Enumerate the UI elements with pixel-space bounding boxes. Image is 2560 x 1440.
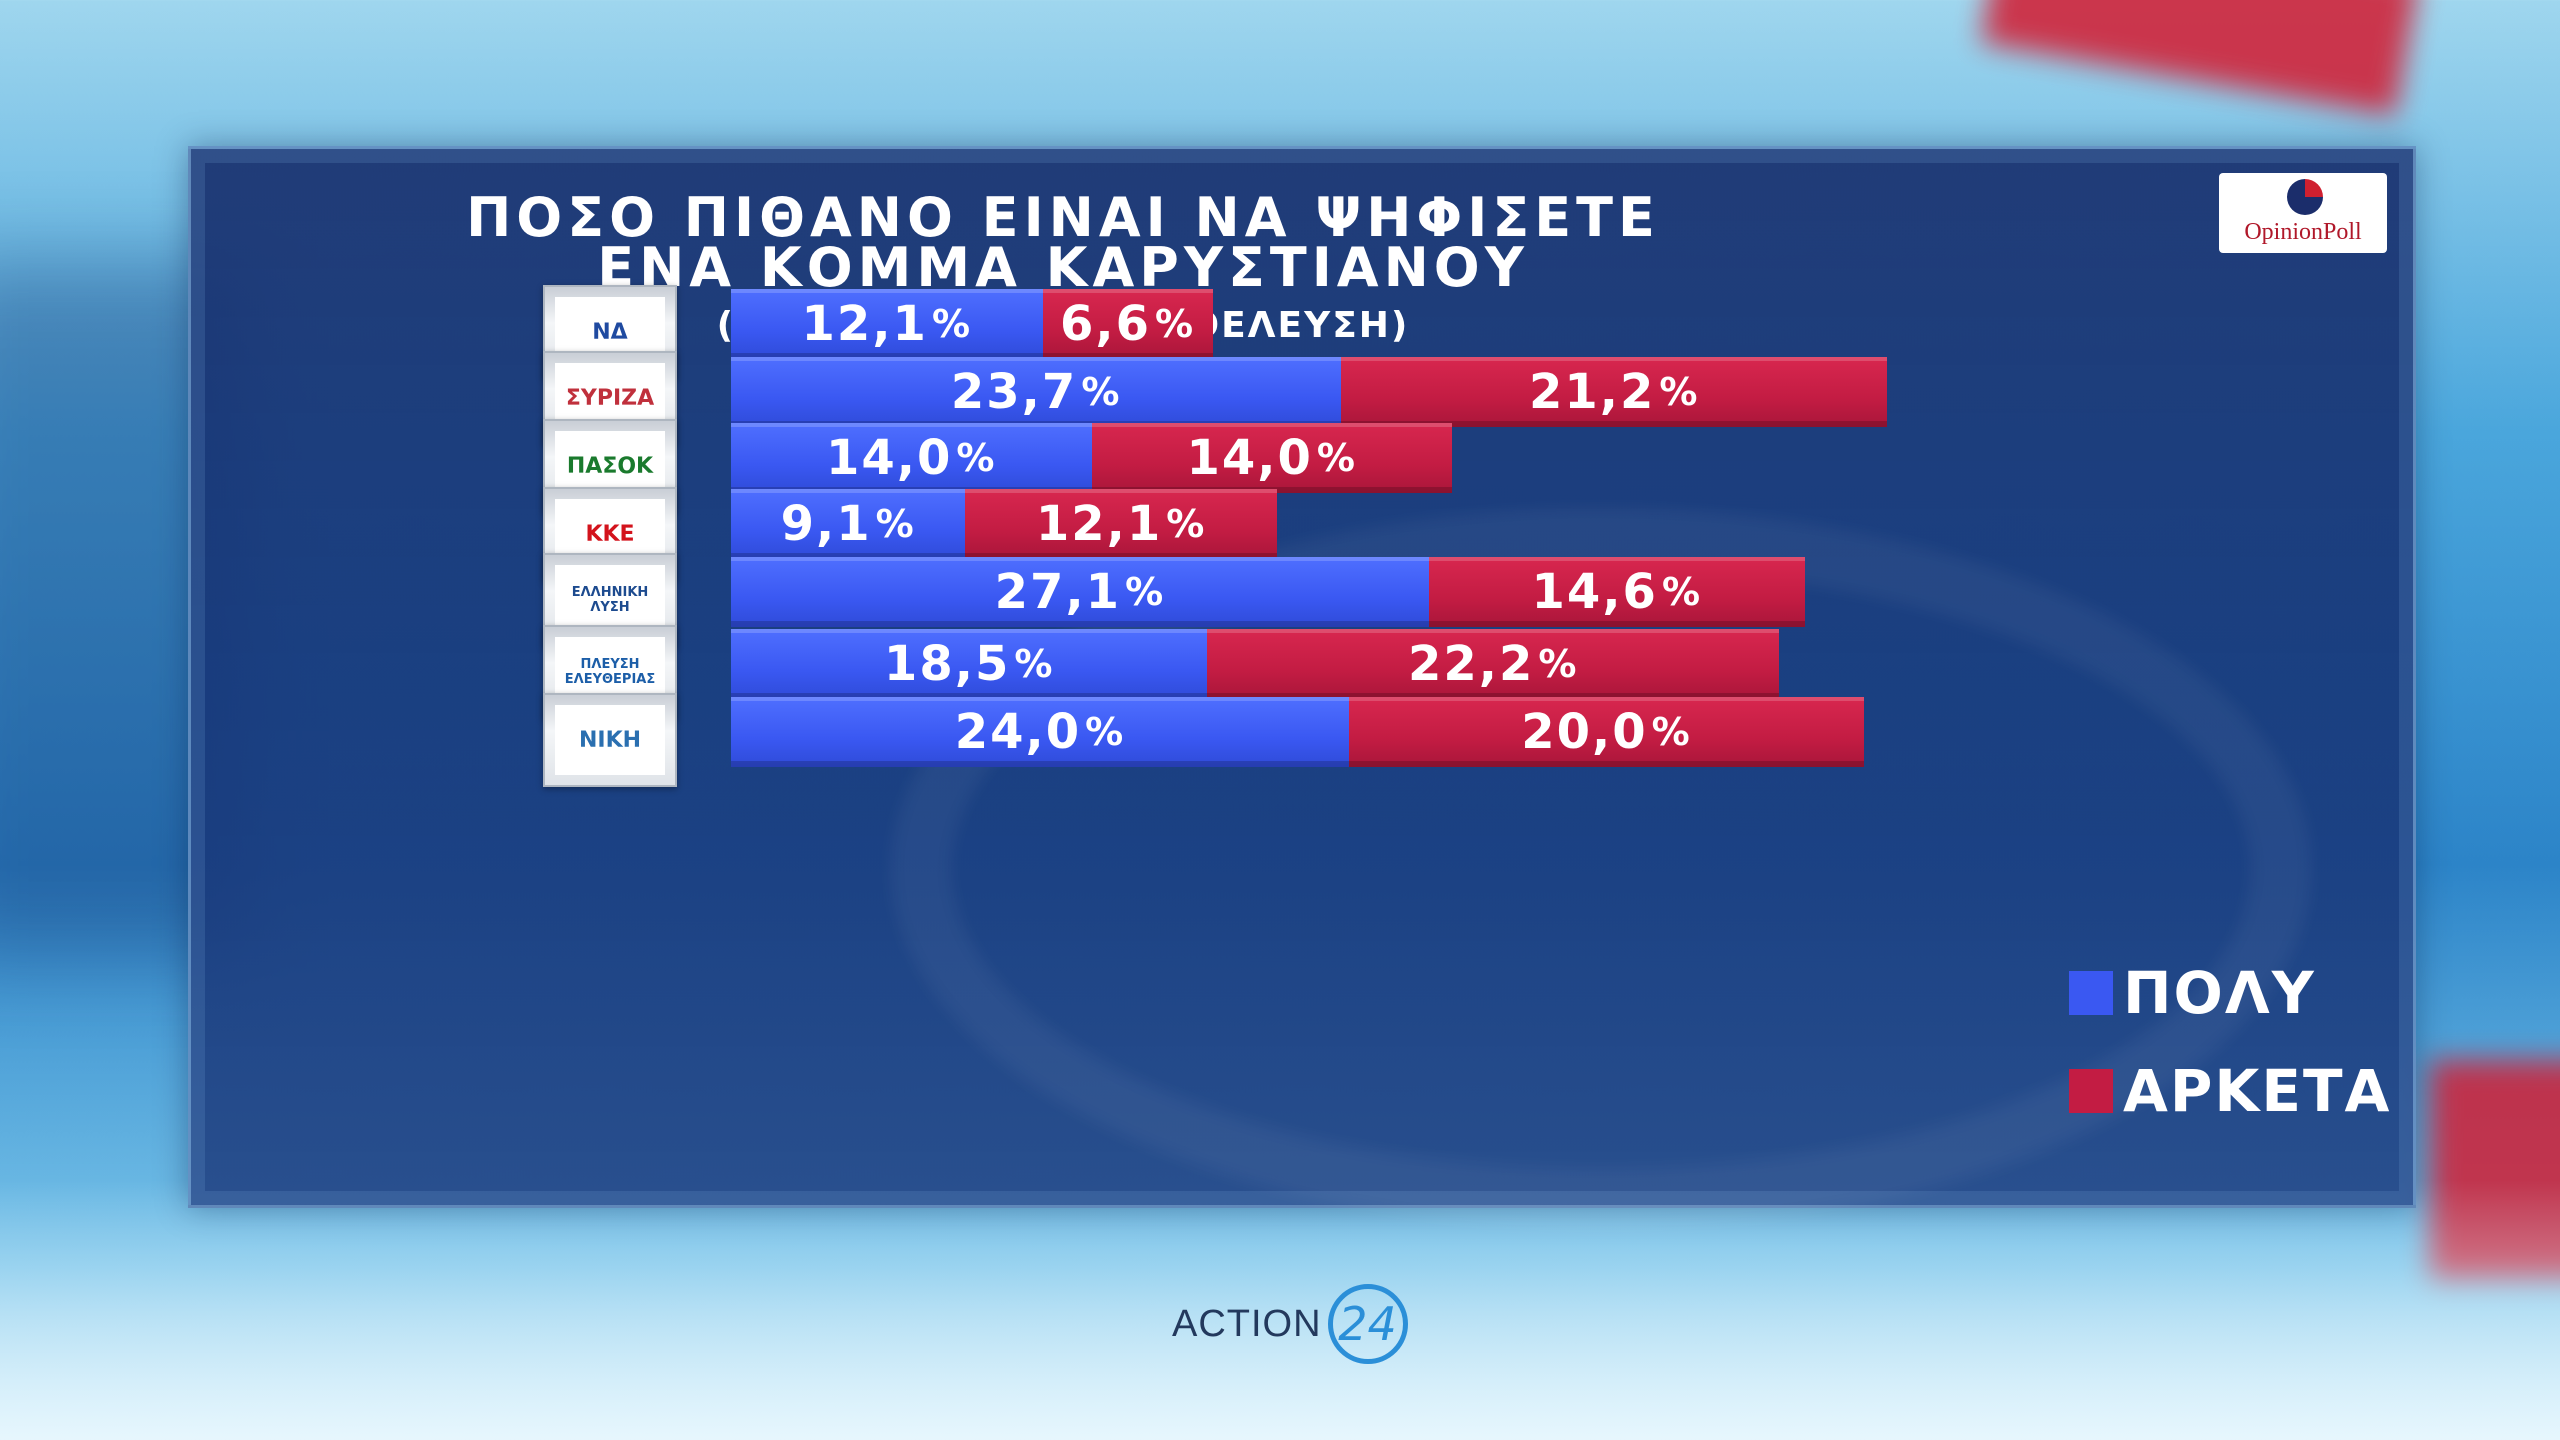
percent-sign: % <box>1659 370 1700 414</box>
bar-arketa: 14,0% <box>1091 423 1452 493</box>
data-label-poly: 23,7 <box>950 364 1078 420</box>
bar-poly: 14,0% <box>731 423 1092 493</box>
bar-arketa: 14,6% <box>1428 557 1805 627</box>
legend-label-arketa: ΑΡΚΕΤΑ <box>2123 1057 2392 1125</box>
background-red-shape <box>2430 1060 2560 1280</box>
bar-arketa: 6,6% <box>1042 289 1213 359</box>
data-label-arketa: 14,0 <box>1186 430 1313 486</box>
legend-item-arketa: ΑΡΚΕΤΑ <box>2069 1057 2391 1125</box>
party-logo-text: ΣΥΡΙΖΑ <box>565 385 655 411</box>
percent-sign: % <box>875 502 916 546</box>
data-label-poly: 27,1 <box>994 564 1122 620</box>
pollster-logo: OpinionPoll <box>2219 173 2387 253</box>
pollster-name: OpinionPoll <box>2244 219 2362 245</box>
percent-sign: % <box>931 302 973 346</box>
data-label-arketa: 21,2 <box>1528 364 1656 420</box>
data-label-poly: 9,1 <box>780 496 872 552</box>
percent-sign: % <box>1014 642 1055 686</box>
party-logo-inner: ΕΛΛΗΝΙΚΗ ΛΥΣΗ <box>555 565 665 635</box>
pollster-mark-icon <box>2287 179 2323 215</box>
bar-poly: 27,1% <box>731 557 1429 627</box>
legend-label-poly: ΠΟΛΥ <box>2123 959 2316 1027</box>
party-logo-text: ΝΙΚΗ <box>578 727 642 753</box>
legend-swatch-poly <box>2069 971 2113 1015</box>
party-logo-text: ΠΛΕΥΣΗ ΕΛΕΥΘΕΡΙΑΣ <box>564 657 656 687</box>
bar-arketa: 21,2% <box>1341 357 1888 427</box>
party-logo-text: ΕΛΛΗΝΙΚΗ ΛΥΣΗ <box>571 585 649 615</box>
data-label-poly: 18,5 <box>883 636 1011 692</box>
chart-title-line-1: ΠΟΣΟ ΠΙΘΑΝΟ ΕΙΝΑΙ ΝΑ ΨΗΦΙΣΕΤΕ <box>466 186 1660 249</box>
data-label-poly: 12,1 <box>801 296 928 352</box>
percent-sign: % <box>1125 570 1166 614</box>
data-label-arketa: 6,6 <box>1059 296 1151 352</box>
bar-poly: 24,0% <box>731 697 1349 767</box>
data-label-poly: 24,0 <box>954 704 1082 760</box>
background-red-shape <box>1981 0 2419 116</box>
party-logo-text: ΝΔ <box>592 319 628 345</box>
broadcaster-number: 24 <box>1327 1284 1408 1364</box>
bar-poly: 18,5% <box>731 629 1208 699</box>
percent-sign: % <box>1651 710 1692 754</box>
percent-sign: % <box>1316 436 1357 480</box>
party-logo: ΝΙΚΗ <box>543 693 677 787</box>
bar-arketa: 20,0% <box>1349 697 1864 767</box>
broadcaster-word: ACTION <box>1172 1302 1322 1345</box>
percent-sign: % <box>956 436 997 480</box>
percent-sign: % <box>1166 502 1207 546</box>
data-label-arketa: 22,2 <box>1407 636 1535 692</box>
percent-sign: % <box>1085 710 1126 754</box>
bar-arketa: 12,1% <box>965 489 1277 559</box>
data-label-arketa: 20,0 <box>1521 704 1648 760</box>
party-logo-inner: ΝΙΚΗ <box>555 705 665 775</box>
bar-arketa: 22,2% <box>1207 629 1780 699</box>
percent-sign: % <box>1155 302 1196 346</box>
bar-poly: 12,1% <box>731 289 1043 359</box>
legend-swatch-arketa <box>2069 1069 2113 1113</box>
percent-sign: % <box>1081 370 1122 414</box>
broadcaster-logo: ACTION 24 <box>1172 1284 1408 1364</box>
percent-sign: % <box>1661 570 1703 614</box>
data-label-arketa: 14,6 <box>1531 564 1658 620</box>
data-label-poly: 14,0 <box>825 430 953 486</box>
party-logo-text: ΚΚΕ <box>585 521 635 547</box>
bar-poly: 23,7% <box>731 357 1342 427</box>
percent-sign: % <box>1538 642 1579 686</box>
legend-item-poly: ΠΟΛΥ <box>2069 959 2316 1027</box>
data-label-arketa: 12,1 <box>1035 496 1163 552</box>
bar-poly: 9,1% <box>731 489 966 559</box>
chart-title-line-2: ΕΝΑ ΚΟΜΜΑ ΚΑΡΥΣΤΙΑΝΟΥ <box>597 236 1529 299</box>
chart-panel: ΠΟΣΟ ΠΙΘΑΝΟ ΕΙΝΑΙ ΝΑ ΨΗΦΙΣΕΤΕ ΕΝΑ ΚΟΜΜΑ … <box>188 146 2416 1229</box>
party-logo-text: ΠΑΣΟΚ <box>566 453 654 479</box>
